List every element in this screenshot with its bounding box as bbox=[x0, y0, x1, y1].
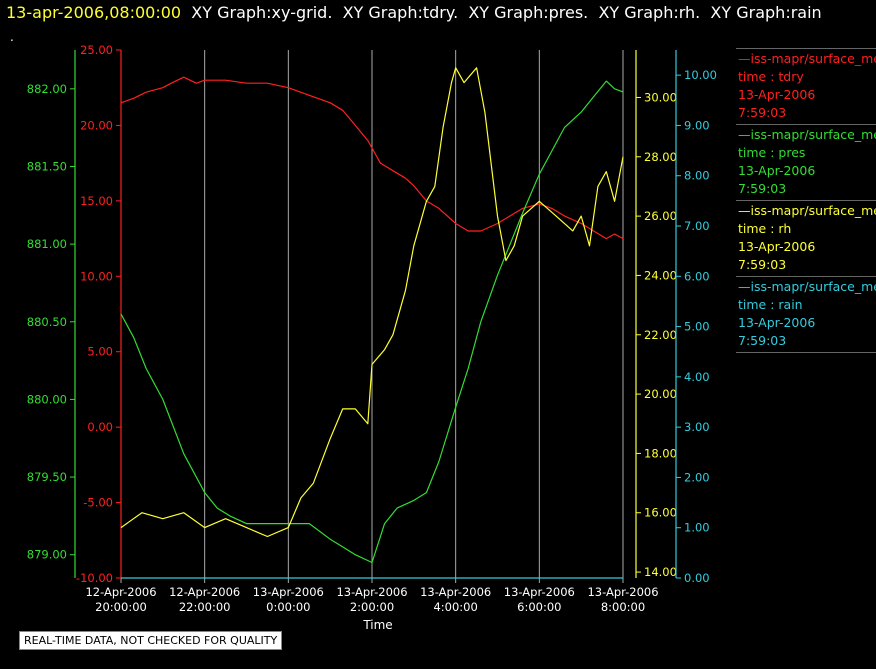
legend-entry-pres[interactable]: —iss-mapr/surface_met time : pres 13-Apr… bbox=[736, 124, 876, 200]
legend-date: 13-Apr-2006 bbox=[738, 163, 816, 178]
legend-time: 7:59:03 bbox=[738, 257, 787, 272]
legend-entry-tdry[interactable]: —iss-mapr/surface_met time : tdry 13-Apr… bbox=[736, 48, 876, 124]
pres-axis-tick-label: 882.00 bbox=[27, 82, 67, 96]
quality-disclaimer: REAL-TIME DATA, NOT CHECKED FOR QUALITY bbox=[19, 631, 283, 650]
legend-field: time : tdry bbox=[738, 69, 804, 84]
x-tick-label-date: 12-Apr-2006 bbox=[169, 585, 240, 599]
tdry-axis-tick-label: 0.00 bbox=[87, 420, 113, 434]
pres-axis-tick-label: 881.50 bbox=[27, 159, 67, 173]
pres-axis-tick-label: 879.00 bbox=[27, 548, 67, 562]
rain-axis-tick-label: 7.00 bbox=[684, 219, 710, 233]
rh-axis-tick-label: 28.00 bbox=[644, 150, 677, 164]
rh-axis-tick-label: 18.00 bbox=[644, 446, 677, 460]
x-tick-label-time: 4:00:00 bbox=[433, 600, 477, 614]
legend-entry-rain[interactable]: —iss-mapr/surface_met time : rain 13-Apr… bbox=[736, 276, 876, 353]
pres-axis-tick-label: 879.50 bbox=[27, 470, 67, 484]
legend-date: 13-Apr-2006 bbox=[738, 87, 816, 102]
tdry-axis-tick-label: 10.00 bbox=[80, 269, 113, 283]
x-tick-label-time: 6:00:00 bbox=[517, 600, 561, 614]
pres-axis-tick-label: 880.00 bbox=[27, 392, 67, 406]
legend-source: —iss-mapr/surface_met bbox=[738, 127, 876, 142]
legend-source: —iss-mapr/surface_met bbox=[738, 203, 876, 218]
x-tick-label-time: 22:00:00 bbox=[179, 600, 231, 614]
x-tick-label-date: 13-Apr-2006 bbox=[587, 585, 658, 599]
x-tick-label-date: 13-Apr-2006 bbox=[420, 585, 491, 599]
tdry-axis-tick-label: 5.00 bbox=[87, 345, 113, 359]
rain-axis-tick-label: 3.00 bbox=[684, 420, 710, 434]
header-graph-pres[interactable]: XY Graph:pres. bbox=[468, 3, 589, 22]
legend-field: time : pres bbox=[738, 145, 806, 160]
rh-axis-tick-label: 26.00 bbox=[644, 209, 677, 223]
legend-source: —iss-mapr/surface_met bbox=[738, 51, 876, 66]
legend-date: 13-Apr-2006 bbox=[738, 239, 816, 254]
x-tick-label-date: 13-Apr-2006 bbox=[253, 585, 324, 599]
legend-entry-rh[interactable]: —iss-mapr/surface_met time : rh 13-Apr-2… bbox=[736, 200, 876, 276]
header-dot: . bbox=[10, 30, 14, 44]
header-graph-tdry[interactable]: XY Graph:tdry. bbox=[342, 3, 459, 22]
pres-axis-tick-label: 881.00 bbox=[27, 237, 67, 251]
rain-axis-tick-label: 5.00 bbox=[684, 320, 710, 334]
rain-axis-tick-label: 10.00 bbox=[684, 68, 717, 82]
x-tick-label-date: 13-Apr-2006 bbox=[336, 585, 407, 599]
rh-axis-tick-label: 20.00 bbox=[644, 387, 677, 401]
header-graph-rh[interactable]: XY Graph:rh. bbox=[598, 3, 701, 22]
rain-axis-tick-label: 9.00 bbox=[684, 118, 710, 132]
tdry-axis-tick-label: 15.00 bbox=[80, 194, 113, 208]
legend-time: 7:59:03 bbox=[738, 181, 787, 196]
tdry-axis-tick-label: -5.00 bbox=[83, 496, 113, 510]
header-timestamp: 13-apr-2006,08:00:00 bbox=[6, 3, 182, 22]
rh-axis-tick-label: 14.00 bbox=[644, 565, 677, 579]
x-tick-label-date: 13-Apr-2006 bbox=[504, 585, 575, 599]
legend-field: time : rh bbox=[738, 221, 792, 236]
rain-axis-tick-label: 6.00 bbox=[684, 269, 710, 283]
tdry-axis-tick-label: 20.00 bbox=[80, 118, 113, 132]
rain-axis-tick-label: 1.00 bbox=[684, 521, 710, 535]
tdry-axis-tick-label: -10.00 bbox=[76, 571, 113, 585]
header-graph-xy-grid[interactable]: XY Graph:xy-grid. bbox=[191, 3, 333, 22]
rh-axis-tick-label: 16.00 bbox=[644, 506, 677, 520]
x-tick-label-time: 0:00:00 bbox=[266, 600, 310, 614]
pres-axis-tick-label: 880.50 bbox=[27, 315, 67, 329]
series-line-tdry bbox=[120, 76, 624, 240]
legend-source: —iss-mapr/surface_met bbox=[738, 279, 876, 294]
rh-axis-tick-label: 22.00 bbox=[644, 328, 677, 342]
legend: —iss-mapr/surface_met time : tdry 13-Apr… bbox=[736, 48, 876, 353]
rh-axis-tick-label: 24.00 bbox=[644, 268, 677, 282]
tdry-axis-tick-label: 25.00 bbox=[80, 43, 113, 57]
x-tick-label-time: 8:00:00 bbox=[601, 600, 645, 614]
graph-header: 13-apr-2006,08:00:00 XY Graph:xy-grid. X… bbox=[6, 3, 822, 22]
series-line-rh bbox=[120, 67, 624, 538]
series-line-pres bbox=[120, 80, 624, 564]
legend-date: 13-Apr-2006 bbox=[738, 315, 816, 330]
rain-axis-tick-label: 2.00 bbox=[684, 470, 710, 484]
legend-time: 7:59:03 bbox=[738, 333, 787, 348]
legend-time: 7:59:03 bbox=[738, 105, 787, 120]
x-tick-label-time: 2:00:00 bbox=[350, 600, 394, 614]
header-graph-rain[interactable]: XY Graph:rain bbox=[710, 3, 822, 22]
x-tick-label-time: 20:00:00 bbox=[95, 600, 147, 614]
rain-axis-tick-label: 0.00 bbox=[684, 571, 710, 585]
rain-axis-tick-label: 8.00 bbox=[684, 169, 710, 183]
rh-axis-tick-label: 30.00 bbox=[644, 90, 677, 104]
rain-axis-tick-label: 4.00 bbox=[684, 370, 710, 384]
legend-field: time : rain bbox=[738, 297, 803, 312]
x-tick-label-date: 12-Apr-2006 bbox=[85, 585, 156, 599]
x-axis-title: Time bbox=[362, 618, 392, 632]
